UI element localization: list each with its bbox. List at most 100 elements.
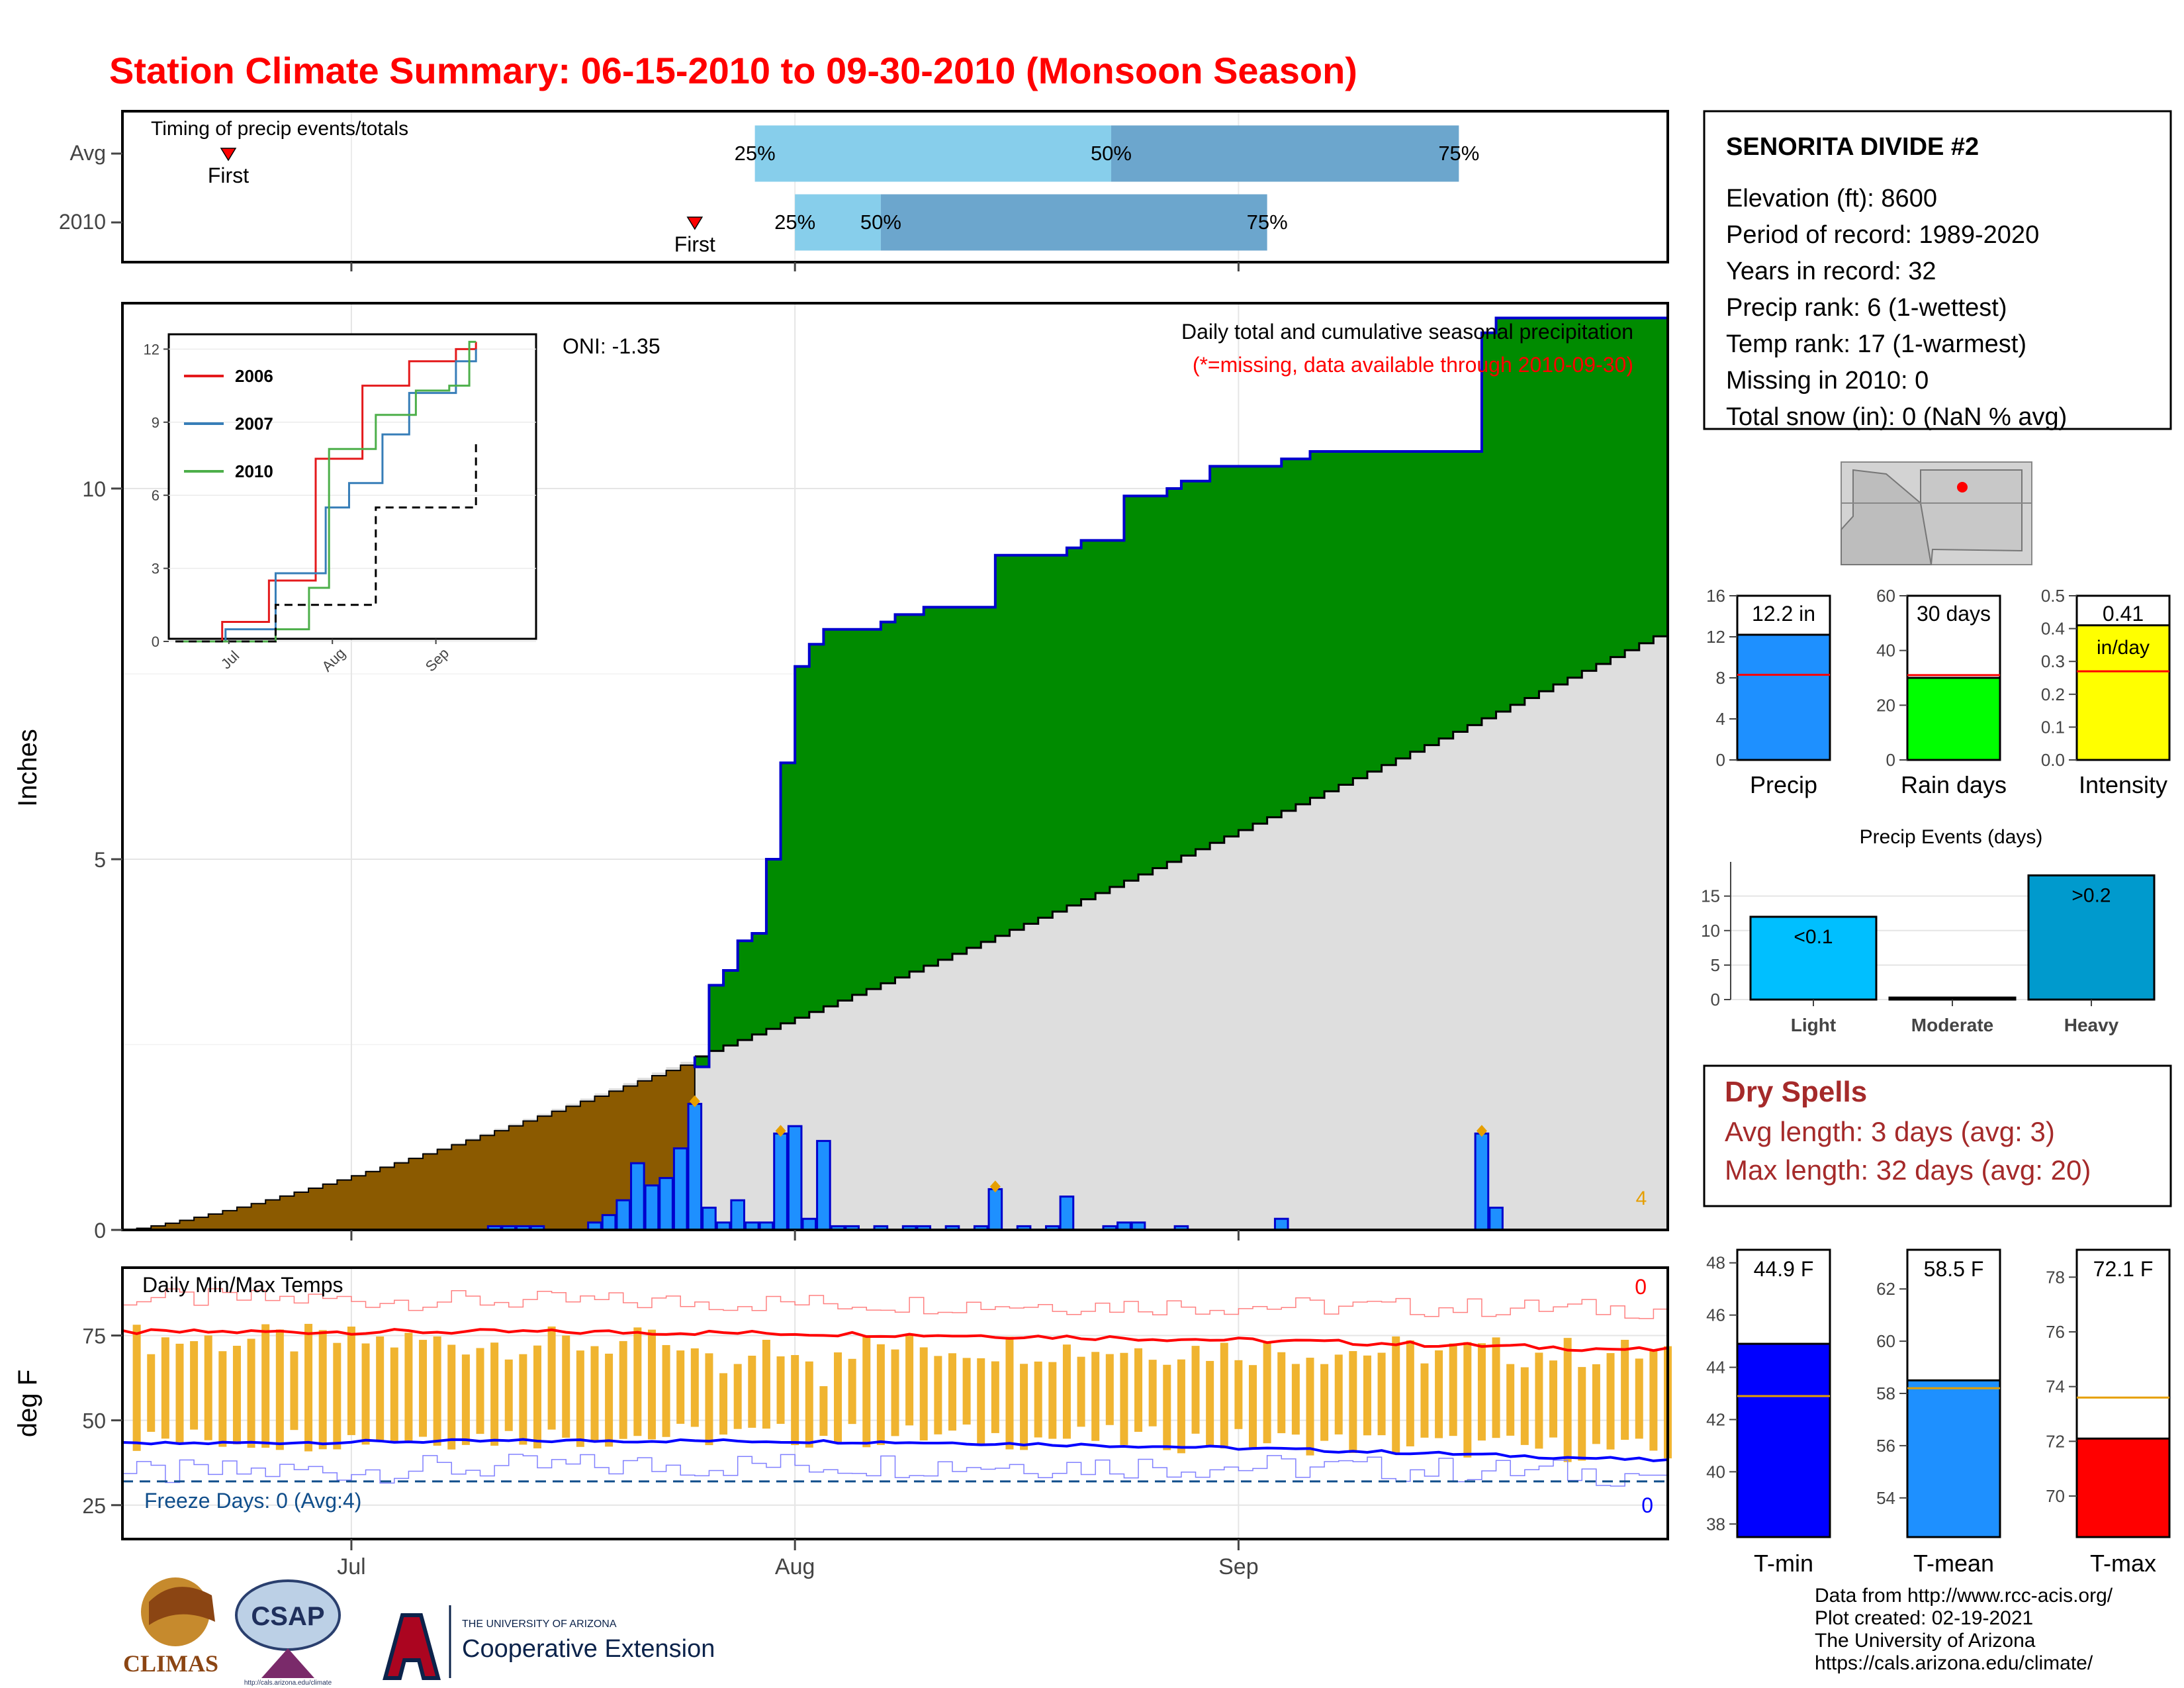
intensity-summary-ytick-label: 0.0 bbox=[2041, 750, 2065, 770]
daily-temp-range-bar bbox=[461, 1354, 470, 1445]
daily-temp-range-bar bbox=[533, 1345, 541, 1449]
below-avg-area bbox=[122, 1060, 696, 1231]
precip-summary-name: Precip bbox=[1750, 771, 1817, 798]
ua-small-text: THE UNIVERSITY OF ARIZONA bbox=[462, 1618, 617, 1630]
temp-xtick-label: Jul bbox=[337, 1554, 365, 1579]
tmax-summary-ytick-label: 72 bbox=[2046, 1431, 2065, 1451]
daily-temp-range-bar bbox=[1406, 1340, 1414, 1446]
daily-temp-range-bar bbox=[977, 1358, 985, 1445]
season-summary-bars: 12.2 in 0 4 8 12 16 Precip 30 days 0 20 40 60 Rain d… bbox=[1706, 586, 2171, 798]
temp-frame bbox=[121, 1266, 1669, 1540]
page-title: Station Climate Summary: 06-15-2010 to 0… bbox=[109, 50, 1357, 91]
inset-legend-label: 2006 bbox=[235, 366, 273, 386]
extreme-event-marker bbox=[989, 1180, 1001, 1193]
daily-temp-range-bar bbox=[690, 1348, 699, 1427]
events-bar-label: <0.1 bbox=[1794, 926, 1833, 948]
temp-ytick-label: 25 bbox=[82, 1494, 106, 1518]
temp-min-extreme-count: 0 bbox=[1641, 1493, 1653, 1517]
temp-ylabel: deg F bbox=[13, 1370, 42, 1437]
daily-temp-range-bar bbox=[261, 1324, 270, 1448]
dry-spells-max: Max length: 32 days (avg: 20) bbox=[1725, 1154, 2091, 1186]
tmax-summary-ytick-label: 70 bbox=[2046, 1486, 2065, 1506]
events-bar-moderate bbox=[1888, 996, 2017, 1001]
daily-precip-bar bbox=[659, 1177, 674, 1231]
daily-precip-bar bbox=[787, 1125, 803, 1231]
daily-temp-range-bar bbox=[891, 1349, 899, 1436]
raindays-summary-ytick-label: 40 bbox=[1876, 641, 1895, 661]
precip-frame bbox=[121, 302, 1669, 1231]
daily-temp-range-bar bbox=[247, 1338, 255, 1448]
dry-spells-box: Dry Spells Avg length: 3 days (avg: 3) M… bbox=[1703, 1064, 2172, 1207]
inset-frame bbox=[167, 333, 537, 640]
daily-temp-range-bar bbox=[1549, 1360, 1558, 1438]
extreme-count: 4 bbox=[1636, 1188, 1647, 1209]
daily-precip-bar bbox=[801, 1217, 817, 1231]
daily-temp-range-bar bbox=[590, 1346, 599, 1442]
avg-cumulative-area bbox=[122, 629, 1668, 1230]
intensity-summary-value-label: 0.41 bbox=[2103, 602, 2144, 626]
intensity-summary-ytick-label: 0.4 bbox=[2041, 619, 2065, 639]
timing-pct-label: 75% bbox=[1438, 142, 1479, 165]
tmean-summary-name: T-mean bbox=[1913, 1550, 1994, 1577]
footer: Data from http://www.rcc-acis.org/Plot c… bbox=[1815, 1585, 2113, 1674]
precip-ytick-label: 0 bbox=[94, 1219, 106, 1243]
daily-temp-range-bar bbox=[1234, 1360, 1243, 1429]
tmax-summary-value-label: 72.1 F bbox=[2093, 1257, 2154, 1281]
daily-temp-range-bar bbox=[433, 1336, 441, 1446]
daily-temp-range-bar bbox=[1191, 1346, 1200, 1434]
events-xtick-label: Heavy bbox=[2064, 1015, 2119, 1035]
timing-bar-50-75 bbox=[1111, 125, 1459, 182]
temp-title: Daily Min/Max Temps bbox=[142, 1273, 343, 1297]
ua-cooperative-extension: Cooperative Extension bbox=[462, 1635, 715, 1663]
climas-mountain-icon bbox=[149, 1587, 215, 1625]
daily-temp-range-bar bbox=[605, 1353, 614, 1447]
daily-temp-range-bar bbox=[576, 1350, 584, 1447]
events-xtick-label: Light bbox=[1791, 1015, 1836, 1035]
daily-precip-bar bbox=[630, 1162, 645, 1231]
events-xtick-label: Moderate bbox=[1911, 1015, 1993, 1035]
dry-spells-title: Dry Spells bbox=[1725, 1076, 1867, 1108]
timing-pct-label: 50% bbox=[1091, 142, 1132, 165]
daily-temp-range-bar bbox=[275, 1329, 284, 1450]
daily-temp-range-bar bbox=[1249, 1365, 1257, 1448]
intensity-summary-unit-label: in/day bbox=[2097, 637, 2150, 659]
map-state-az bbox=[1841, 469, 1933, 565]
station-name: SENORITA DIVIDE #2 bbox=[1726, 133, 1979, 161]
oni-label: ONI: -1.35 bbox=[563, 334, 660, 358]
daily-temp-range-bar bbox=[676, 1350, 685, 1424]
precip-summary-ytick-label: 0 bbox=[1716, 750, 1725, 770]
events-ytick-label: 5 bbox=[1711, 955, 1720, 975]
station-box bbox=[1703, 110, 2172, 430]
timing-bar-25-50 bbox=[795, 194, 881, 251]
precip-events-chart: Precip Events (days) 0 5 10 15 <0.1 Light Moder… bbox=[1701, 826, 2156, 1035]
daily-temp-range-bar bbox=[1077, 1356, 1085, 1427]
station-info-line: Precip rank: 6 (1-wettest) bbox=[1726, 294, 2007, 322]
daily-temp-range-bar bbox=[1034, 1361, 1042, 1438]
daily-temp-range-bar bbox=[304, 1323, 313, 1452]
daily-temp-range-bar bbox=[1606, 1353, 1615, 1450]
timing-bar-50-75 bbox=[880, 194, 1267, 251]
intensity-summary-ytick-label: 0.3 bbox=[2041, 651, 2065, 671]
inset-ytick-label: 0 bbox=[152, 633, 159, 650]
daily-temp-range-bar bbox=[547, 1326, 556, 1430]
temp-ytick-label: 50 bbox=[82, 1409, 106, 1433]
daily-temp-range-bar bbox=[1306, 1358, 1314, 1456]
events-ytick-label: 0 bbox=[1711, 990, 1720, 1009]
daily-temp-range-bar bbox=[175, 1343, 184, 1443]
daily-precip-bar bbox=[1059, 1196, 1075, 1231]
daily-temp-range-bar bbox=[1091, 1352, 1100, 1441]
daily-temp-range-bar bbox=[1349, 1351, 1357, 1454]
timing-pct-label: 75% bbox=[1247, 211, 1288, 234]
daily-temp-range-bar bbox=[390, 1347, 398, 1442]
daily-temp-range-bar bbox=[1105, 1354, 1114, 1425]
daily-precip-bar bbox=[615, 1199, 631, 1231]
daily-temp-range-bar bbox=[1320, 1364, 1329, 1441]
daily-temp-range-bar bbox=[1492, 1337, 1500, 1438]
daily-temp-range-bar bbox=[1649, 1350, 1658, 1451]
tmin-summary-ytick-label: 40 bbox=[1706, 1462, 1725, 1481]
daily-precip-bar bbox=[1273, 1217, 1289, 1231]
climas-logo: CLIMAS bbox=[123, 1577, 218, 1677]
temp-xtick-label: Sep bbox=[1218, 1554, 1259, 1579]
daily-precip-bar bbox=[601, 1214, 617, 1231]
daily-precip-bar bbox=[672, 1147, 688, 1231]
